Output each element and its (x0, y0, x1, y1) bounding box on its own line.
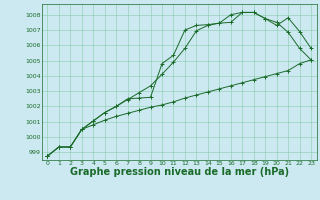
X-axis label: Graphe pression niveau de la mer (hPa): Graphe pression niveau de la mer (hPa) (70, 167, 289, 177)
